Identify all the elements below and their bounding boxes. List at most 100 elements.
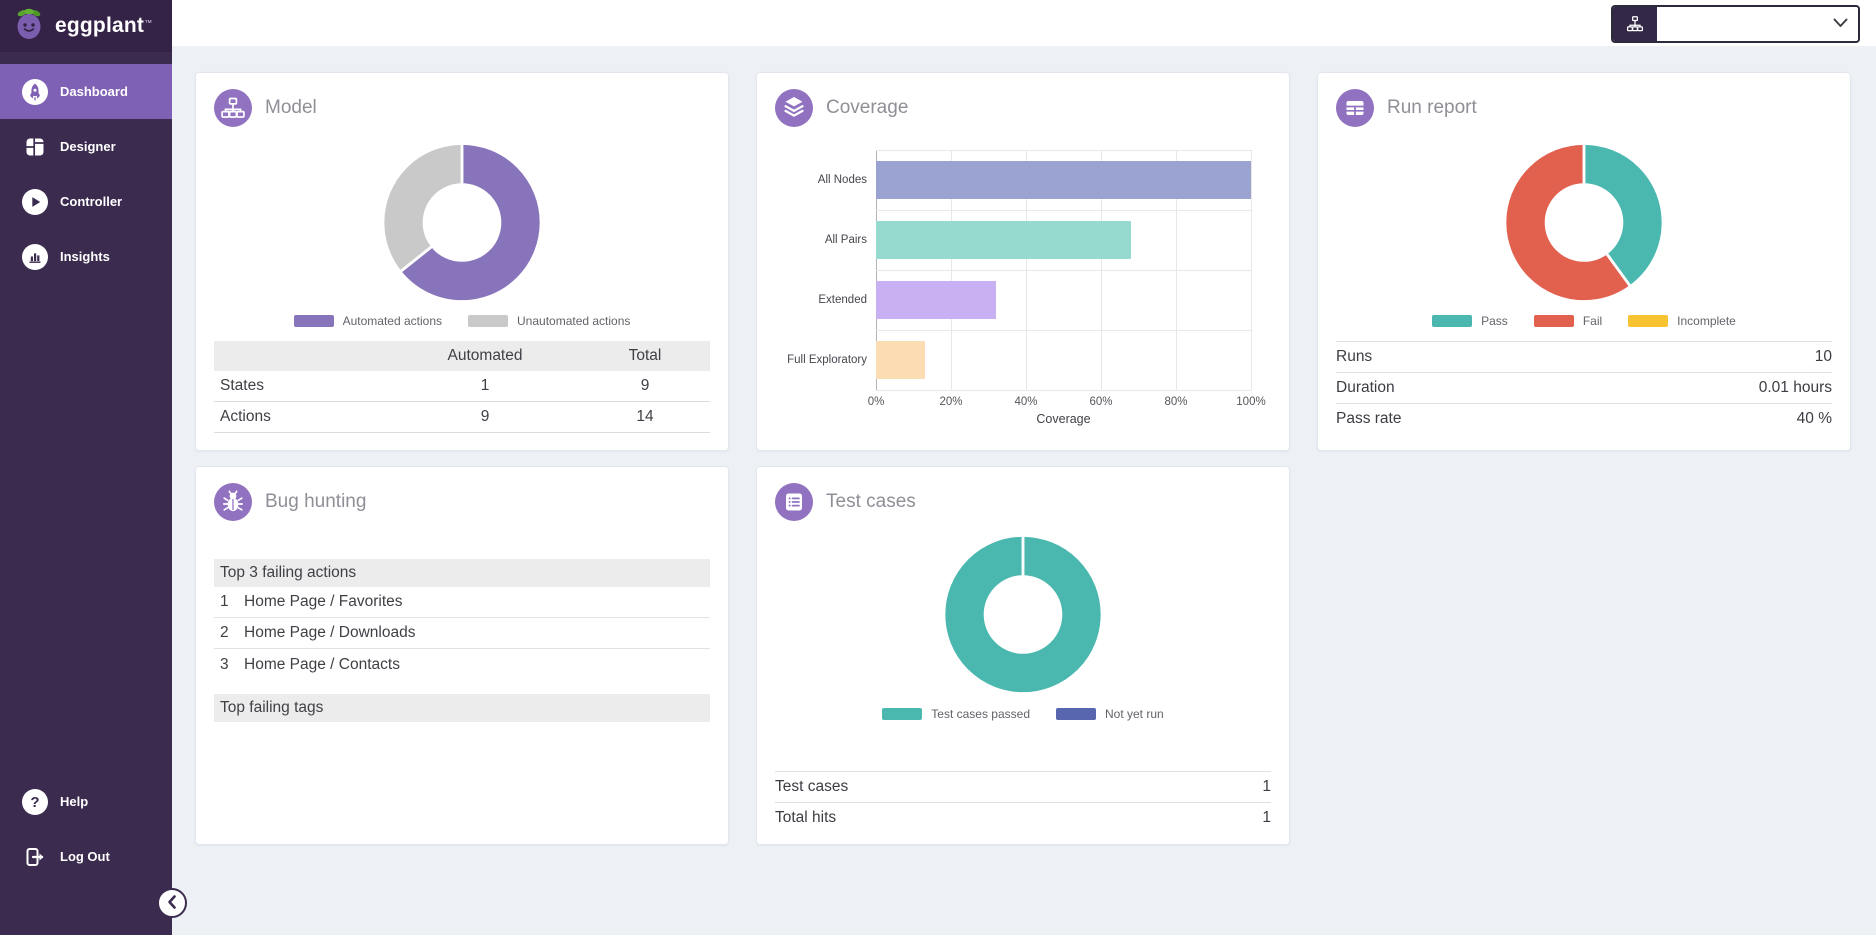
card-title: Model — [265, 97, 317, 118]
logo-text: eggplant — [55, 14, 145, 37]
bar-chart-icon — [22, 243, 48, 270]
coverage-bar-3 — [876, 341, 925, 379]
suite-selector[interactable] — [1611, 5, 1860, 43]
axis-tick-label: 0% — [867, 396, 885, 408]
category-label: All Pairs — [824, 234, 867, 246]
list-item[interactable]: 1 Home Page / Favorites — [214, 587, 710, 618]
stat-row-duration: Duration 0.01 hours — [1336, 372, 1832, 403]
sidebar-collapse-button[interactable] — [157, 888, 187, 918]
sidebar-item-controller[interactable]: Controller — [0, 174, 172, 229]
coverage-y-axis-labels: All Nodes All Pairs Extended Full Explorato… — [775, 150, 876, 390]
logout-door-icon — [22, 844, 48, 870]
chevron-left-icon — [165, 894, 179, 913]
stat-label: Pass rate — [1336, 410, 1402, 427]
legend-item-not-yet-run[interactable]: Not yet run — [1056, 707, 1164, 721]
model-donut-chart — [381, 141, 544, 304]
designer-grid-icon — [22, 134, 48, 160]
legend-swatch — [1533, 315, 1574, 327]
test-cases-legend: Test cases passed Not yet run — [757, 707, 1289, 721]
bug-hunting-body: Top 3 failing actions 1 Home Page / Favo… — [214, 559, 710, 722]
sidebar-item-help[interactable]: ? Help — [0, 774, 172, 829]
legend-swatch — [1432, 315, 1473, 327]
sidebar-item-label: Designer — [60, 139, 116, 154]
model-table-header: Automated Total — [214, 341, 710, 371]
legend-item-pass[interactable]: Pass — [1432, 314, 1508, 328]
run-report-card: Run report Pass Fail Incomplete — [1317, 72, 1851, 451]
list-item[interactable]: 2 Home Page / Downloads — [214, 618, 710, 649]
legend-swatch — [882, 708, 923, 720]
stat-label: Duration — [1336, 379, 1395, 396]
cell-value: 14 — [636, 408, 654, 425]
model-table: Automated Total States 1 9 Actions 9 14 — [214, 341, 710, 433]
failing-actions-header: Top 3 failing actions — [214, 559, 710, 587]
cell-value: 9 — [640, 377, 650, 394]
play-icon — [22, 188, 48, 215]
axis-tick-label: 60% — [1089, 396, 1113, 408]
sidebar-item-dashboard[interactable]: Dashboard — [0, 64, 172, 119]
coverage-x-axis-title: Coverage — [1036, 412, 1091, 426]
test-cases-donut-chart — [942, 533, 1105, 696]
legend-swatch — [1056, 708, 1096, 720]
failing-tags-header: Top failing tags — [214, 694, 710, 722]
table-row: Actions 9 14 — [214, 402, 710, 433]
gridline — [876, 270, 1251, 271]
sidebar-item-label: Log Out — [60, 849, 110, 864]
legend-label: Automated actions — [342, 314, 442, 328]
action-name: Home Page / Contacts — [244, 655, 400, 673]
card-title: Coverage — [826, 97, 909, 118]
sidebar-item-label: Insights — [60, 249, 110, 264]
header-cell: Total — [628, 347, 662, 364]
sidebar-item-insights[interactable]: Insights — [0, 229, 172, 284]
failing-actions-list: 1 Home Page / Favorites 2 Home Page / Do… — [214, 587, 710, 680]
stat-value: 10 — [1814, 348, 1832, 365]
legend-item-incomplete[interactable]: Incomplete — [1628, 314, 1736, 328]
stat-label: Runs — [1336, 348, 1373, 365]
legend-item-passed[interactable]: Test cases passed — [882, 707, 1030, 721]
stat-row-runs: Runs 10 — [1336, 341, 1832, 372]
logo-trademark: ™ — [144, 18, 153, 28]
header-cell: Automated — [447, 347, 523, 364]
run-report-donut-chart — [1503, 141, 1666, 304]
row-label: States — [220, 377, 264, 394]
card-title: Test cases — [826, 491, 916, 512]
table-icon — [1336, 89, 1374, 127]
axis-tick-label: 80% — [1164, 396, 1188, 408]
coverage-bar-1 — [876, 221, 1131, 259]
card-title: Run report — [1387, 97, 1477, 118]
stat-value: 1 — [1262, 809, 1271, 826]
stat-value: 1 — [1262, 778, 1271, 795]
list-item[interactable]: 3 Home Page / Contacts — [214, 649, 710, 680]
model-legend: Automated actions Unautomated actions — [196, 314, 728, 328]
gridline — [876, 390, 1251, 391]
axis-tick-label: 40% — [1014, 396, 1038, 408]
axis-tick-label: 20% — [939, 396, 963, 408]
category-label: Full Exploratory — [787, 354, 867, 366]
sidebar-item-label: Dashboard — [60, 84, 128, 99]
legend-item-unautomated[interactable]: Unautomated actions — [468, 314, 630, 328]
legend-swatch — [1628, 315, 1669, 327]
legend-item-fail[interactable]: Fail — [1533, 314, 1602, 328]
gridline — [876, 150, 1251, 151]
rank: 2 — [220, 624, 229, 641]
action-name: Home Page / Favorites — [244, 593, 403, 610]
topbar — [172, 0, 1876, 46]
sidebar-item-label: Help — [60, 794, 89, 809]
action-name: Home Page / Downloads — [244, 624, 416, 641]
bug-hunting-card: Bug hunting Top 3 failing actions 1 Home… — [195, 466, 729, 845]
svg-text:?: ? — [30, 794, 39, 811]
cell-value: 9 — [480, 408, 490, 425]
table-row: States 1 9 — [214, 371, 710, 402]
stat-row-total-hits: Total hits 1 — [775, 802, 1271, 833]
coverage-bar-2 — [876, 281, 996, 319]
sidebar-item-logout[interactable]: Log Out — [0, 829, 172, 884]
app-logo: eggplant™ — [0, 0, 172, 52]
gridline — [876, 210, 1251, 211]
run-report-legend: Pass Fail Incomplete — [1318, 314, 1850, 328]
sidebar-item-designer[interactable]: Designer — [0, 119, 172, 174]
category-label: Extended — [818, 294, 867, 306]
legend-item-automated[interactable]: Automated actions — [293, 314, 442, 328]
list-icon — [775, 483, 813, 521]
stat-row-test-cases: Test cases 1 — [775, 771, 1271, 802]
legend-label: Test cases passed — [931, 707, 1030, 721]
run-report-stats: Runs 10 Duration 0.01 hours Pass rate 40… — [1336, 341, 1832, 434]
